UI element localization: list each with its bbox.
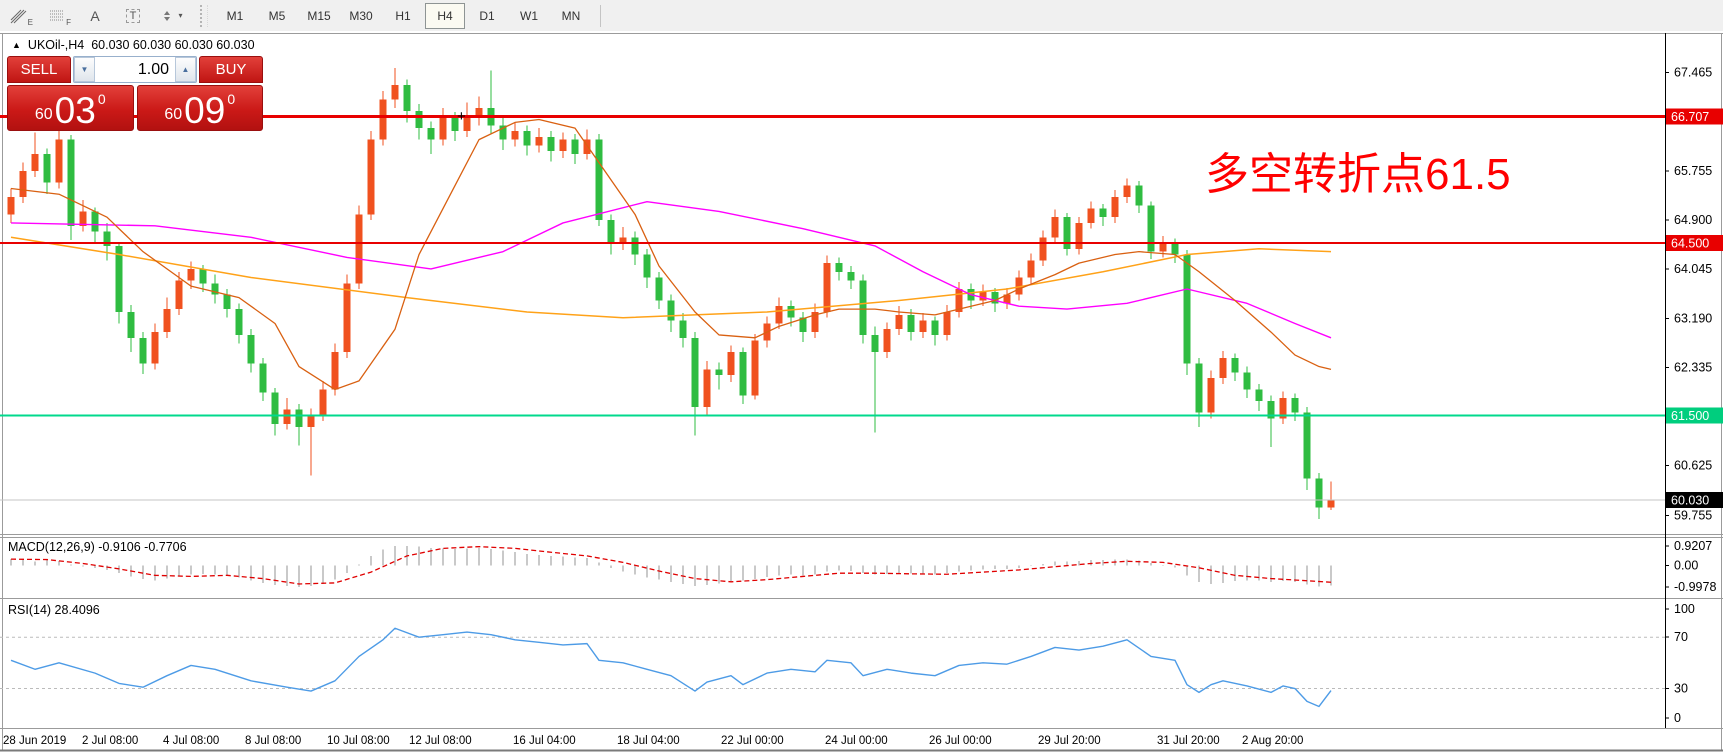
sort-arrows-icon[interactable]: ▾ <box>153 3 189 29</box>
date-tick-label: 26 Jul 00:00 <box>929 735 992 747</box>
date-tick-label: 31 Jul 20:00 <box>1157 735 1220 747</box>
volume-input[interactable] <box>95 57 175 82</box>
axis-tick-label: 100 <box>1674 602 1695 616</box>
timeframe-button-w1[interactable]: W1 <box>520 8 538 23</box>
date-tick-label: 4 Jul 08:00 <box>163 735 219 747</box>
sell-button[interactable]: SELL <box>7 56 71 83</box>
one-click-trade-panel: SELL ▼ ▲ BUY 60 03 0 60 09 0 <box>7 56 263 131</box>
volume-increase-icon[interactable]: ▲ <box>175 57 196 82</box>
volume-stepper: ▼ ▲ <box>73 56 197 83</box>
axis-tick-label: 70 <box>1674 630 1688 644</box>
annotation-text: 多空转折点61.5 <box>1205 150 1511 199</box>
date-tick-label: 2 Aug 20:00 <box>1242 735 1303 747</box>
text-a-icon[interactable]: A <box>90 7 100 24</box>
ma-slow-orange <box>10 236 1332 319</box>
textbox-t-icon[interactable]: T <box>115 3 151 29</box>
ma-mid-magenta <box>10 200 1332 339</box>
grid-f-icon[interactable]: F <box>39 3 75 29</box>
cross-marker: + <box>457 108 466 125</box>
macd-signal-line <box>10 545 1332 585</box>
date-axis: 28 Jun 2019 2 Jul 08:00 4 Jul 08:00 8 Jul 0… <box>3 735 1303 747</box>
symbol-label: UKOil-,H4 <box>27 38 85 52</box>
rsi-label: RSI(14) 28.4096 <box>8 603 100 617</box>
rsi-line <box>10 627 1332 708</box>
buy-price-button[interactable]: 60 09 0 <box>136 85 263 131</box>
timeframe-button-m5[interactable]: M5 <box>268 8 286 23</box>
toolbar-grip <box>200 4 208 27</box>
date-tick-label: 29 Jul 20:00 <box>1038 735 1101 747</box>
buy-button[interactable]: BUY <box>199 56 263 83</box>
axis-tick-label: 62.335 <box>1674 360 1712 374</box>
axis-tick-label: 64.900 <box>1674 213 1712 227</box>
macd-pane <box>10 545 1332 587</box>
date-tick-label: 2 Jul 08:00 <box>82 735 138 747</box>
axis-tick-label: 60.625 <box>1674 459 1712 473</box>
axis-tick-label: 65.755 <box>1674 164 1712 178</box>
date-tick-label: 12 Jul 08:00 <box>409 735 472 747</box>
timeframe-button-mn[interactable]: MN <box>561 8 581 23</box>
date-tick-label: 16 Jul 04:00 <box>513 735 576 747</box>
axis-tick-label: 0.9207 <box>1674 539 1712 553</box>
price-badge <box>1666 235 1723 252</box>
price-badge-label: 66.707 <box>1671 110 1709 124</box>
price-badge-label: 61.500 <box>1671 409 1709 423</box>
timeframe-button-h4[interactable]: H4 <box>425 2 465 29</box>
candles-layer <box>7 67 1335 519</box>
window-frame <box>0 33 1723 750</box>
ma-fast-darkorange <box>10 118 1332 391</box>
rsi-pane <box>0 636 1665 690</box>
buy-price-point: 0 <box>227 91 236 107</box>
pane-splitters <box>0 534 1723 752</box>
date-tick-label: 22 Jul 00:00 <box>721 735 784 747</box>
date-tick-label: 10 Jul 08:00 <box>327 735 390 747</box>
chart-title-row: ▲ UKOil-,H4 60.030 60.030 60.030 60.030 <box>12 38 255 52</box>
toolbar-separator <box>600 4 601 27</box>
sell-price-point: 0 <box>97 91 106 107</box>
date-tick-label: 24 Jul 00:00 <box>825 735 888 747</box>
toolbar: E F A T ▾ M1 M5 M15 M30 H1 H4 D1 W1 MN <box>0 0 1723 32</box>
axis-tick-label: 0.00 <box>1674 559 1698 573</box>
price-badge <box>1666 108 1723 125</box>
axis-tick-label: 30 <box>1674 682 1688 696</box>
sell-price-whole: 60 <box>34 106 53 123</box>
price-badge <box>1666 491 1723 508</box>
timeframe-button-d1[interactable]: D1 <box>479 8 495 23</box>
timeframe-button-m15[interactable]: M15 <box>307 8 331 23</box>
hatch-e-icon[interactable]: E <box>1 3 37 29</box>
axis-tick-label: -0.9978 <box>1674 580 1716 594</box>
axis-tick-label: 64.045 <box>1674 262 1712 276</box>
macd-label: MACD(12,26,9) -0.9106 -0.7706 <box>8 540 187 554</box>
axis-tick-label: 59.755 <box>1674 509 1712 523</box>
chart-background <box>0 31 1723 751</box>
level-lines <box>0 114 1665 501</box>
buy-price-whole: 60 <box>164 106 183 123</box>
price-badge-label: 60.030 <box>1671 493 1709 507</box>
quote-values: 60.030 60.030 60.030 60.030 <box>91 38 255 52</box>
price-badge-label: 64.500 <box>1671 237 1709 251</box>
axis-tick-label: 67.465 <box>1674 66 1712 80</box>
sell-price-pips: 03 <box>54 89 96 131</box>
sell-price-button[interactable]: 60 03 0 <box>7 85 134 131</box>
volume-decrease-icon[interactable]: ▼ <box>74 57 95 82</box>
price-axis: 67.465 65.755 64.900 64.045 63.190 62.335 60.6… <box>1665 33 1723 728</box>
axis-tick-label: 0 <box>1674 711 1681 725</box>
collapse-trade-panel-icon[interactable]: ▲ <box>12 40 21 50</box>
price-badge <box>1666 407 1723 424</box>
buy-price-pips: 09 <box>184 89 226 131</box>
timeframe-button-m1[interactable]: M1 <box>226 8 244 23</box>
date-tick-label: 18 Jul 04:00 <box>617 735 680 747</box>
date-tick-label: 28 Jun 2019 <box>3 735 66 747</box>
timeframe-button-h1[interactable]: H1 <box>395 8 411 23</box>
axis-tick-label: 63.190 <box>1674 311 1712 325</box>
timeframe-button-m30[interactable]: M30 <box>349 8 373 23</box>
date-tick-label: 8 Jul 08:00 <box>245 735 301 747</box>
